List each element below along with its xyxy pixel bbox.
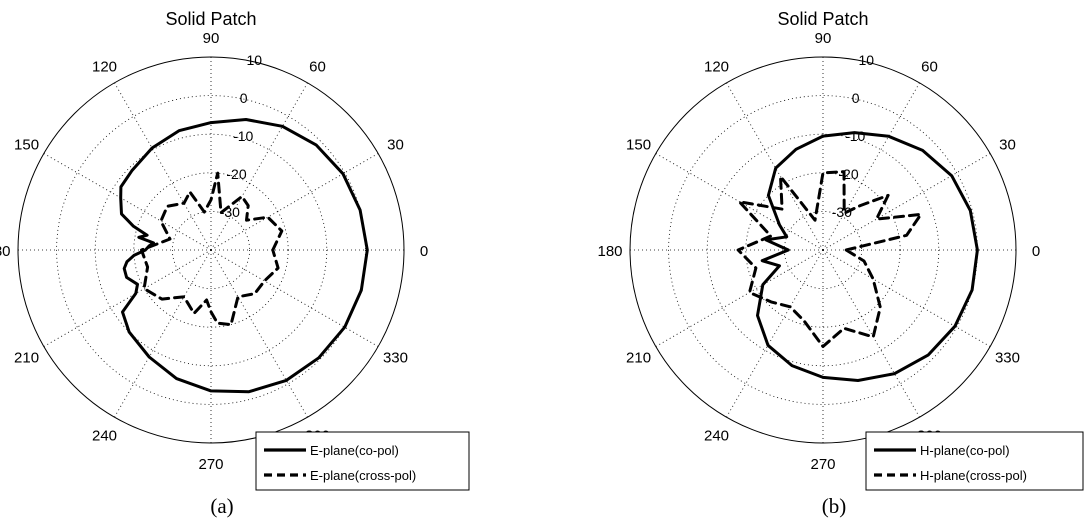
angular-gridline: [822, 153, 991, 251]
legend-label: H-plane(co-pol): [920, 443, 1010, 458]
radial-tick-label: -20: [838, 166, 858, 182]
angular-gridline: [114, 249, 212, 418]
angular-gridline: [726, 82, 824, 251]
legend-box: [865, 431, 1084, 491]
radial-tick-label: 10: [859, 52, 875, 68]
angular-gridline: [43, 153, 212, 251]
angular-gridline: [822, 82, 920, 251]
angular-gridline: [655, 153, 824, 251]
angular-tick-label: 0: [420, 243, 428, 260]
angular-tick-label: 90: [815, 30, 832, 47]
angular-tick-label: 120: [704, 59, 729, 76]
angular-tick-label: 240: [704, 427, 729, 444]
angular-tick-label: 150: [14, 137, 39, 154]
polar-plot-b: Solid Patch 10 0 -10 -20 -30 0 30 60 90 120 150 18…: [597, 9, 1084, 518]
polar-plot-a: Solid Patch 100-10-20-30 030609012015018…: [0, 9, 470, 518]
legend-label: E-plane(co-pol): [310, 443, 399, 458]
angular-gridline: [655, 249, 824, 347]
angular-gridline: [114, 82, 212, 251]
radial-gridline: [94, 133, 328, 367]
radial-gridline: [784, 210, 863, 289]
angular-gridline: [210, 82, 308, 251]
angular-tick-label: 30: [999, 137, 1016, 154]
radial-tick-label: 0: [240, 90, 248, 106]
radial-tick-label: 10: [247, 52, 263, 68]
legend-label: E-plane(cross-pol): [310, 468, 416, 483]
angular-tick-label: 210: [14, 350, 39, 367]
angular-tick-label: 30: [387, 137, 404, 154]
angular-tick-label: 180: [597, 243, 622, 260]
angular-tick-label: 60: [921, 59, 938, 76]
angular-tick-label: 330: [383, 350, 408, 367]
angular-gridline: [822, 249, 991, 347]
angular-tick-label: 120: [92, 59, 117, 76]
radial-tick-label: -10: [845, 128, 865, 144]
plot-title: Solid Patch: [777, 9, 868, 29]
plot-title: Solid Patch: [165, 9, 256, 29]
angular-tick-label: 180: [0, 243, 11, 260]
angular-gridline: [210, 249, 308, 418]
radial-tick-label: 0: [852, 90, 860, 106]
caption: (b): [822, 494, 847, 518]
co-pol-trace: [119, 118, 369, 394]
radial-gridline: [171, 210, 250, 289]
angular-tick-label: 270: [198, 456, 223, 473]
angular-tick-label: 150: [626, 137, 651, 154]
radial-gridline: [133, 172, 289, 328]
legend-box: [255, 431, 470, 491]
legend: E-plane(co-pol) E-plane(cross-pol): [255, 431, 470, 491]
cross-pol-trace: [140, 171, 284, 327]
angular-gridline: [822, 249, 920, 418]
angular-tick-label: 90: [203, 30, 220, 47]
co-pol-trace: [756, 131, 979, 382]
angular-tick-label: 240: [92, 427, 117, 444]
cross-pol-trace: [736, 170, 923, 348]
radial-tick-label: -20: [226, 166, 246, 182]
angular-gridline: [726, 249, 824, 418]
radial-tick-label: -30: [832, 204, 852, 220]
angular-tick-label: 270: [810, 456, 835, 473]
angular-tick-label: 60: [309, 59, 326, 76]
legend: H-plane(co-pol) H-plane(cross-pol): [865, 431, 1084, 491]
angular-gridline: [210, 153, 379, 251]
radial-tick-label: -10: [233, 128, 253, 144]
legend-label: H-plane(cross-pol): [920, 468, 1027, 483]
angular-tick-label: 210: [626, 350, 651, 367]
radial-gridline: [745, 172, 901, 328]
angular-gridline: [43, 249, 212, 347]
angular-gridline: [210, 249, 379, 347]
angular-tick-label: 0: [1032, 243, 1040, 260]
caption: (a): [210, 494, 233, 518]
radial-gridline: [56, 95, 366, 405]
angular-tick-label: 330: [995, 350, 1020, 367]
